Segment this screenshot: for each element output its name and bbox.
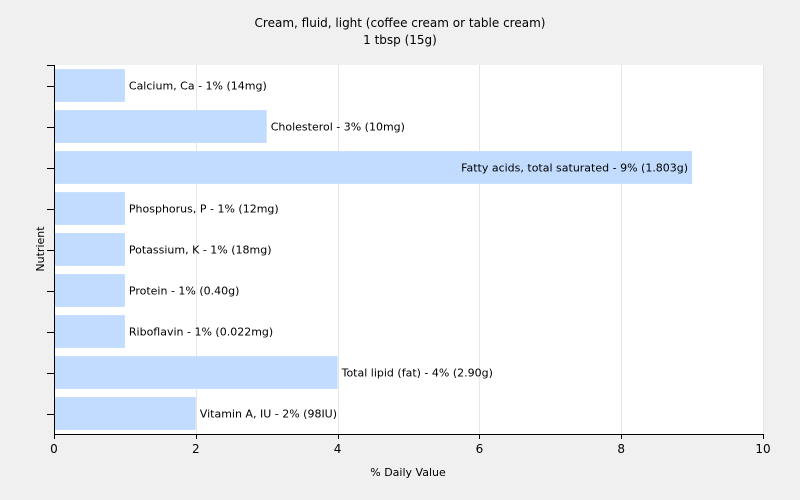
bar: [54, 315, 125, 348]
bar-label: Riboflavin - 1% (0.022mg): [129, 326, 273, 339]
bars: [54, 69, 693, 430]
bar-label: Vitamin A, IU - 2% (98IU): [200, 408, 337, 421]
y-axis-label: Nutrient: [34, 226, 47, 272]
bar: [54, 274, 125, 307]
chart-title: Cream, fluid, light (coffee cream or tab…: [255, 16, 546, 30]
bar-label: Calcium, Ca - 1% (14mg): [129, 80, 267, 93]
bar-label: Fatty acids, total saturated - 9% (1.803…: [461, 162, 688, 175]
y-ticks: [47, 86, 54, 415]
bar: [54, 397, 196, 430]
x-tick-label: 8: [617, 442, 625, 456]
bar: [54, 151, 693, 184]
x-tick-label: 6: [476, 442, 484, 456]
x-tick-label: 2: [192, 442, 200, 456]
bar-labels: Calcium, Ca - 1% (14mg) Cholesterol - 3% …: [129, 80, 688, 421]
x-ticks: 0 2 4 6 8 10: [50, 434, 771, 456]
bar-label: Cholesterol - 3% (10mg): [271, 121, 405, 134]
bar-label: Phosphorus, P - 1% (12mg): [129, 203, 279, 216]
bar: [54, 356, 338, 389]
axes: [47, 65, 764, 435]
bar: [54, 233, 125, 266]
bar-label: Protein - 1% (0.40g): [129, 285, 240, 298]
chart-subtitle: 1 tbsp (15g): [363, 33, 437, 47]
x-axis-label: % Daily Value: [370, 466, 446, 479]
bar: [54, 110, 267, 143]
bar-label: Total lipid (fat) - 4% (2.90g): [341, 367, 493, 380]
bar: [54, 192, 125, 225]
bar: [54, 69, 125, 102]
x-tick-label: 4: [334, 442, 342, 456]
x-tick-label: 0: [50, 442, 58, 456]
bar-label: Potassium, K - 1% (18mg): [129, 244, 272, 257]
x-tick-label: 10: [755, 442, 770, 456]
